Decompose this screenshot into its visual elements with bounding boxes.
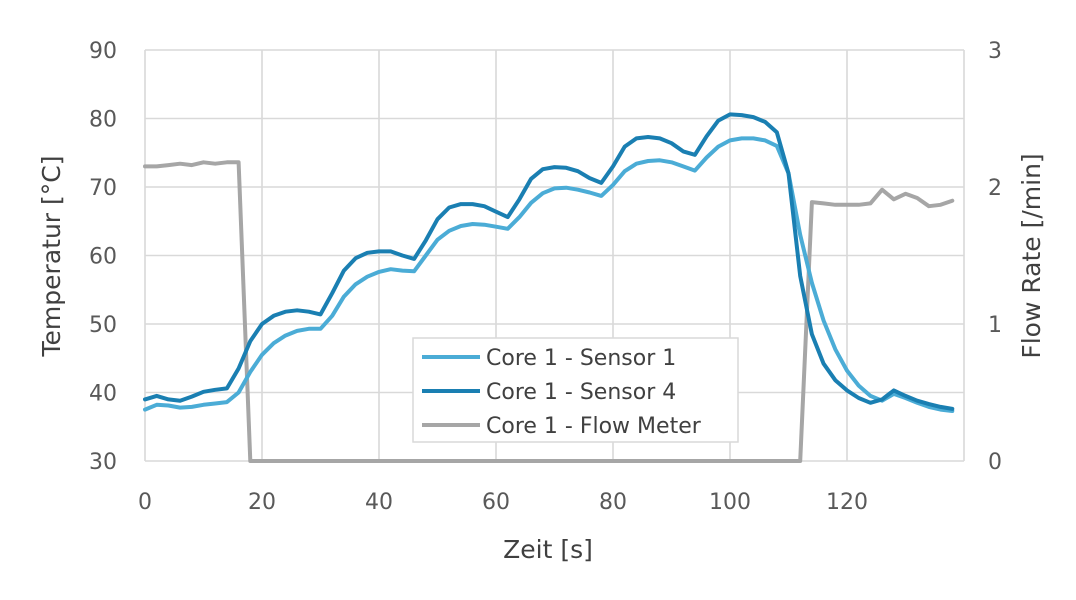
tick-labels: 30 40 50 60 70 80 90 0 20 40 60 80 100 120 0 1 2 3 <box>89 39 1002 515</box>
y-tick-label: 70 <box>89 176 117 201</box>
x-tick-label: 40 <box>365 490 393 515</box>
y-tick-label: 50 <box>89 313 117 338</box>
y-tick-label: 90 <box>89 39 117 64</box>
legend-label-sensor-1: Core 1 - Sensor 1 <box>486 346 676 371</box>
y-tick-label: 80 <box>89 108 117 133</box>
series-line-sensor-4 <box>143 112 955 411</box>
legend-label-flow-meter: Core 1 - Flow Meter <box>486 414 702 439</box>
x-tick-label: 100 <box>709 490 751 515</box>
x-tick-label: 60 <box>482 490 510 515</box>
x-tick-label: 0 <box>138 490 152 515</box>
x-tick-label: 20 <box>248 490 276 515</box>
legend: Core 1 - Sensor 1 Core 1 - Sensor 4 Core… <box>412 337 739 443</box>
y-axis-title: Temperatur [°C] <box>37 156 66 358</box>
y2-tick-label: 0 <box>988 450 1002 475</box>
y-tick-label: 30 <box>89 450 117 475</box>
y2-tick-label: 3 <box>988 39 1002 64</box>
x-tick-label: 120 <box>826 490 868 515</box>
y-tick-label: 40 <box>89 382 117 407</box>
y2-tick-label: 2 <box>988 176 1002 201</box>
x-tick-label: 80 <box>599 490 627 515</box>
y-tick-label: 60 <box>89 245 117 270</box>
y2-axis-title: Flow Rate [/min] <box>1017 153 1046 358</box>
series-lines <box>143 112 955 463</box>
legend-label-sensor-4: Core 1 - Sensor 4 <box>486 380 676 405</box>
series-line-flow-meter <box>143 160 955 463</box>
series-line-sensor-1 <box>143 136 955 413</box>
x-axis-title: Zeit [s] <box>503 535 593 564</box>
y2-tick-label: 1 <box>988 313 1002 338</box>
